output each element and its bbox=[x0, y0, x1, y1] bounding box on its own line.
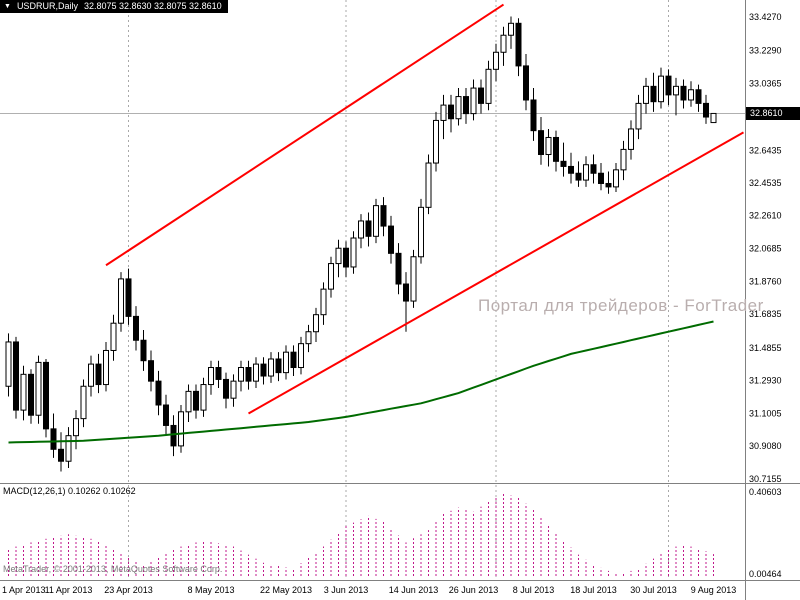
watermark-text: Портал для трейдеров - ForTrader bbox=[478, 296, 764, 315]
svg-text:33.4270: 33.4270 bbox=[749, 12, 782, 22]
candlestick-series bbox=[5, 16, 717, 472]
svg-text:30 Jul 2013: 30 Jul 2013 bbox=[630, 585, 677, 595]
svg-text:32.6435: 32.6435 bbox=[749, 146, 782, 156]
svg-text:31.1005: 31.1005 bbox=[749, 408, 782, 418]
trend-channel-lines[interactable] bbox=[105, 3, 744, 415]
price-axis[interactable]: 33.4270 33.2290 33.0365 32.6435 32.4535 32.26… bbox=[749, 12, 782, 484]
macd-indicator-label: MACD(12,26,1) 0.10262 0.10262 bbox=[3, 486, 136, 496]
svg-text:32.4535: 32.4535 bbox=[749, 178, 782, 188]
svg-text:8 Jul 2013: 8 Jul 2013 bbox=[513, 585, 555, 595]
svg-text:0.40603: 0.40603 bbox=[749, 487, 782, 497]
svg-text:33.2290: 33.2290 bbox=[749, 46, 782, 56]
current-price-badge: 32.8610 bbox=[746, 106, 800, 120]
svg-text:18 Jul 2013: 18 Jul 2013 bbox=[570, 585, 617, 595]
chart-symbol-title: USDRUR,Daily bbox=[16, 1, 78, 11]
svg-text:31.4855: 31.4855 bbox=[749, 343, 782, 353]
svg-text:31.8760: 31.8760 bbox=[749, 276, 782, 286]
svg-text:30.9080: 30.9080 bbox=[749, 441, 782, 451]
moving-average-line bbox=[8, 320, 714, 444]
macd-axis: 0.40603 0.00464 bbox=[749, 487, 782, 579]
svg-text:11 Apr 2013: 11 Apr 2013 bbox=[45, 585, 93, 595]
svg-text:31.2930: 31.2930 bbox=[749, 376, 782, 386]
ohlc-quote: 32.8075 32.8630 32.8075 32.8610 bbox=[83, 1, 222, 11]
svg-text:32.2610: 32.2610 bbox=[749, 211, 782, 221]
svg-text:8 May 2013: 8 May 2013 bbox=[187, 585, 234, 595]
svg-text:31.6835: 31.6835 bbox=[749, 309, 782, 319]
svg-text:33.0365: 33.0365 bbox=[749, 79, 782, 89]
svg-text:14 Jun 2013: 14 Jun 2013 bbox=[389, 585, 439, 595]
svg-text:26 Jun 2013: 26 Jun 2013 bbox=[449, 585, 499, 595]
svg-text:23 Apr 2013: 23 Apr 2013 bbox=[104, 585, 153, 595]
copyright-text: MetaTrader, © 2001-2013, MetaQuotes Soft… bbox=[3, 564, 223, 574]
svg-text:9 Aug 2013: 9 Aug 2013 bbox=[691, 585, 737, 595]
svg-text:0.00464: 0.00464 bbox=[749, 569, 782, 579]
macd-histogram bbox=[8, 493, 714, 576]
svg-text:30.7155: 30.7155 bbox=[749, 474, 782, 484]
svg-text:3 Jun 2013: 3 Jun 2013 bbox=[324, 585, 369, 595]
symbol-dropdown-icon[interactable]: ▼ bbox=[4, 3, 11, 10]
svg-text:32.0685: 32.0685 bbox=[749, 244, 782, 254]
chart-title-bar: ▼ USDRUR,Daily 32.8075 32.8630 32.8075 3… bbox=[0, 0, 228, 13]
date-axis[interactable]: 1 Apr 2013 11 Apr 2013 23 Apr 2013 8 May 20… bbox=[2, 585, 736, 595]
svg-text:22 May 2013: 22 May 2013 bbox=[260, 585, 312, 595]
svg-text:1 Apr 2013: 1 Apr 2013 bbox=[2, 585, 46, 595]
